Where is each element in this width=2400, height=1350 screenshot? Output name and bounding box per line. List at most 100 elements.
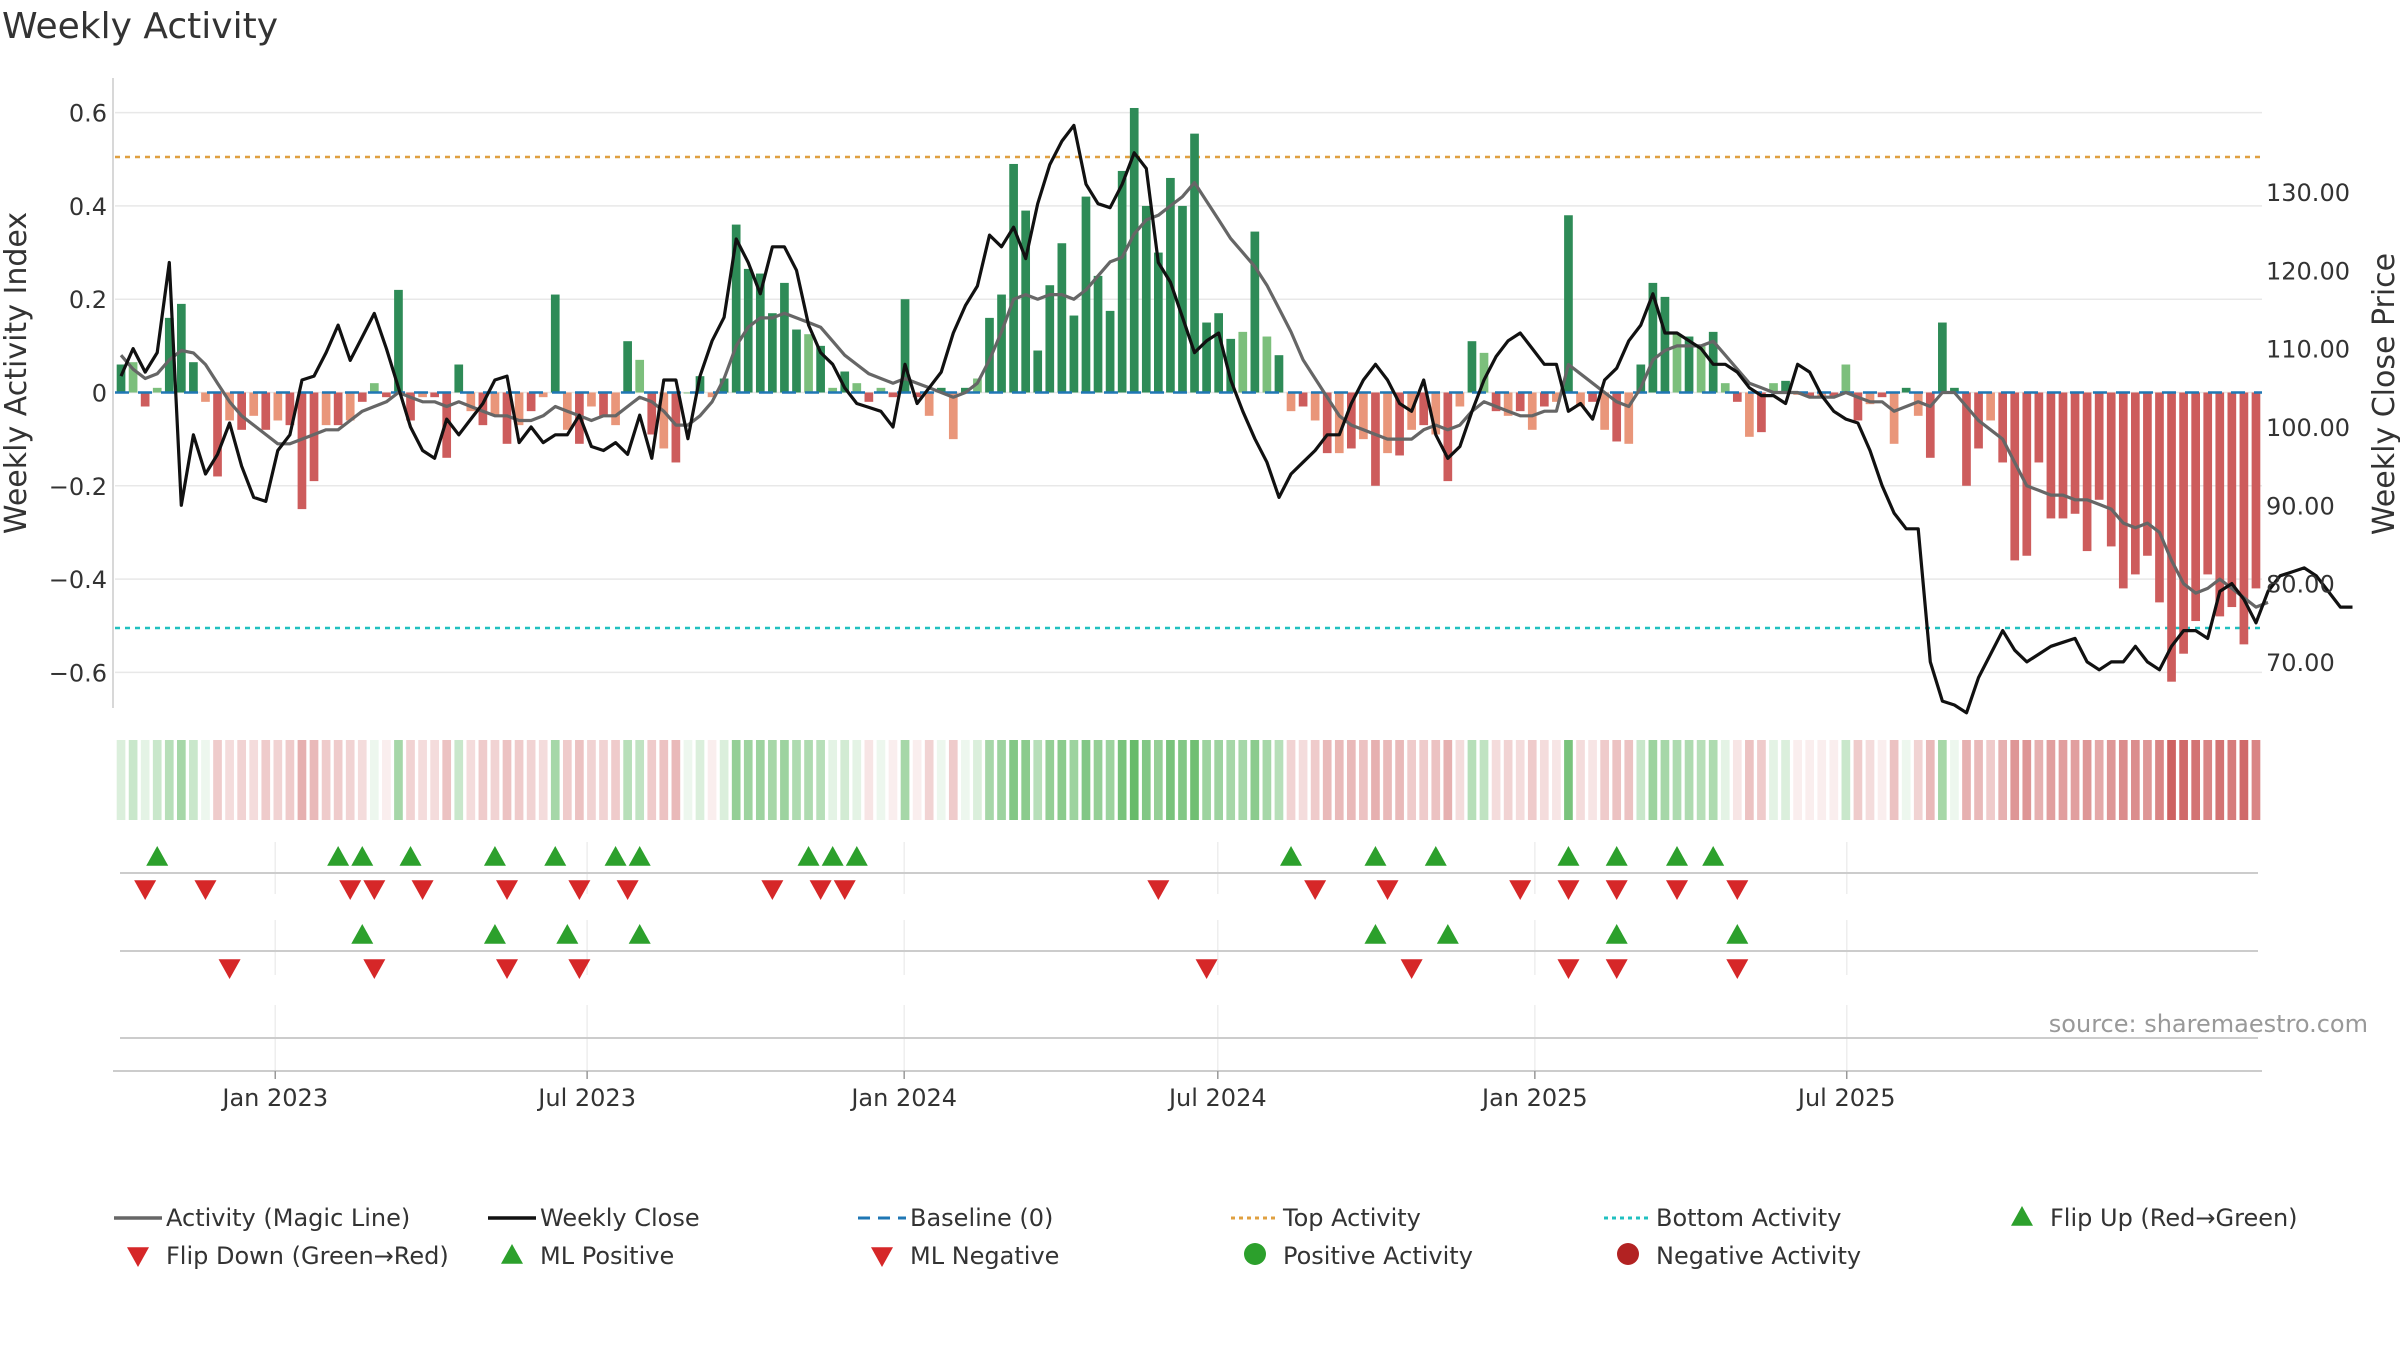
color-strip-cell (575, 740, 584, 820)
activity-bar (599, 392, 608, 416)
activity-bar (1238, 331, 1248, 393)
legend-label: Top Activity (1282, 1204, 1421, 1232)
color-strip-cell (1057, 740, 1067, 820)
activity-bar (394, 289, 403, 393)
color-strip-cell (2191, 740, 2201, 820)
activity-bar (466, 392, 476, 412)
legend-label: ML Positive (540, 1242, 674, 1270)
activity-bar (888, 392, 898, 398)
color-strip-cell (1853, 740, 1863, 820)
color-strip-cell (164, 740, 174, 820)
activity-bar (743, 268, 753, 393)
x-tick-label: Jan 2023 (220, 1084, 328, 1112)
color-strip-cell (357, 740, 367, 820)
ml-positive-marker (1605, 924, 1628, 944)
color-strip-cell (635, 740, 645, 820)
color-strip-cell (285, 740, 295, 820)
flip-up-marker (628, 846, 651, 866)
legend-label: Positive Activity (1283, 1242, 1473, 1270)
flip-down-marker (568, 880, 591, 900)
color-strip-cell (1576, 740, 1585, 820)
activity-bar (671, 392, 681, 463)
activity-bar (1588, 392, 1597, 402)
legend-label: Flip Up (Red→Green) (2050, 1204, 2298, 1232)
color-strip-cell (948, 740, 958, 820)
activity-bar (1081, 196, 1091, 393)
reference-lines (115, 155, 2262, 630)
activity-bar (804, 334, 813, 393)
color-strip-cell (1503, 740, 1513, 820)
color-strip-cell (780, 740, 789, 820)
color-strip-cell (1793, 740, 1802, 820)
y-tick-label-left: −0.6 (49, 659, 107, 687)
color-strip-cell (2034, 740, 2044, 820)
color-strip-cell (1648, 740, 1658, 820)
activity-bar (719, 378, 729, 393)
activity-bar (792, 329, 801, 393)
color-strip-cell (1154, 740, 1163, 820)
flip-down-marker (411, 880, 434, 900)
color-strip-cell (816, 740, 825, 820)
activity-bar (1129, 107, 1139, 393)
color-strip-cell (1588, 740, 1597, 820)
activity-bar (1310, 392, 1320, 421)
color-strip-cell (309, 740, 319, 820)
color-strip-cell (2106, 740, 2116, 820)
color-strip-cell (1346, 740, 1356, 820)
activity-bar (1045, 285, 1055, 393)
legend-swatch (871, 1247, 893, 1267)
activity-bar (2094, 392, 2104, 500)
color-strip-cell (1117, 740, 1127, 820)
activity-bar (1431, 392, 1441, 435)
activity-bar (550, 294, 560, 393)
color-strip-cell (1600, 740, 1609, 820)
color-strip-cell (1950, 740, 1959, 820)
color-strip-cell (1974, 740, 1983, 820)
flip-up-marker (1364, 846, 1387, 866)
color-strip-cell (2082, 740, 2092, 820)
activity-bar (1250, 231, 1260, 393)
activity-bar (526, 392, 536, 412)
activity-bar (176, 303, 186, 393)
activity-bar (2155, 392, 2164, 603)
flip-up-marker (483, 846, 506, 866)
x-tick-label: Jan 2025 (1480, 1084, 1588, 1112)
color-strip-cell (1455, 740, 1465, 820)
activity-bar (611, 392, 620, 426)
color-strip-cell (1720, 740, 1730, 820)
legend-label: Flip Down (Green→Red) (166, 1242, 449, 1270)
flip-down-marker (616, 880, 639, 900)
color-strip-cell (466, 740, 476, 820)
color-strip-cell (1431, 740, 1441, 820)
flip-down-marker (1376, 880, 1399, 900)
ml-negative-marker (1195, 959, 1218, 979)
color-strip-cell (623, 740, 632, 820)
color-strip-cell (1093, 740, 1103, 820)
color-strip-cell (2131, 740, 2140, 820)
color-strip-cell (1817, 740, 1827, 820)
activity-bar (2118, 392, 2128, 589)
activity-bar (1069, 315, 1079, 393)
y-axis-right: 130.00 120.00 110.00 100.00 90.00 80.00 70.00 (2266, 179, 2350, 677)
color-strip-cell (912, 740, 922, 820)
ml-positive-marker (483, 924, 506, 944)
color-strip-cell (261, 740, 271, 820)
activity-bar (502, 392, 512, 444)
activity-bar (985, 317, 994, 393)
activity-bar (852, 383, 862, 393)
flip-down-marker (809, 880, 832, 900)
color-strip-cell (2167, 740, 2176, 820)
activity-bar (128, 362, 138, 393)
activity-bar (2239, 392, 2249, 645)
activity-bar (1154, 252, 1163, 393)
color-strip-cell (1986, 740, 1995, 820)
color-strip-cell (792, 740, 801, 820)
y-tick-label-right: 90.00 (2266, 492, 2335, 520)
ml-negative-marker (568, 959, 591, 979)
color-strip-cell (369, 740, 379, 820)
flip-up-marker (327, 846, 350, 866)
color-strip-cell (1395, 740, 1404, 820)
activity-bar (273, 392, 283, 421)
activity-bar (997, 294, 1006, 393)
activity-bar (1503, 392, 1513, 416)
